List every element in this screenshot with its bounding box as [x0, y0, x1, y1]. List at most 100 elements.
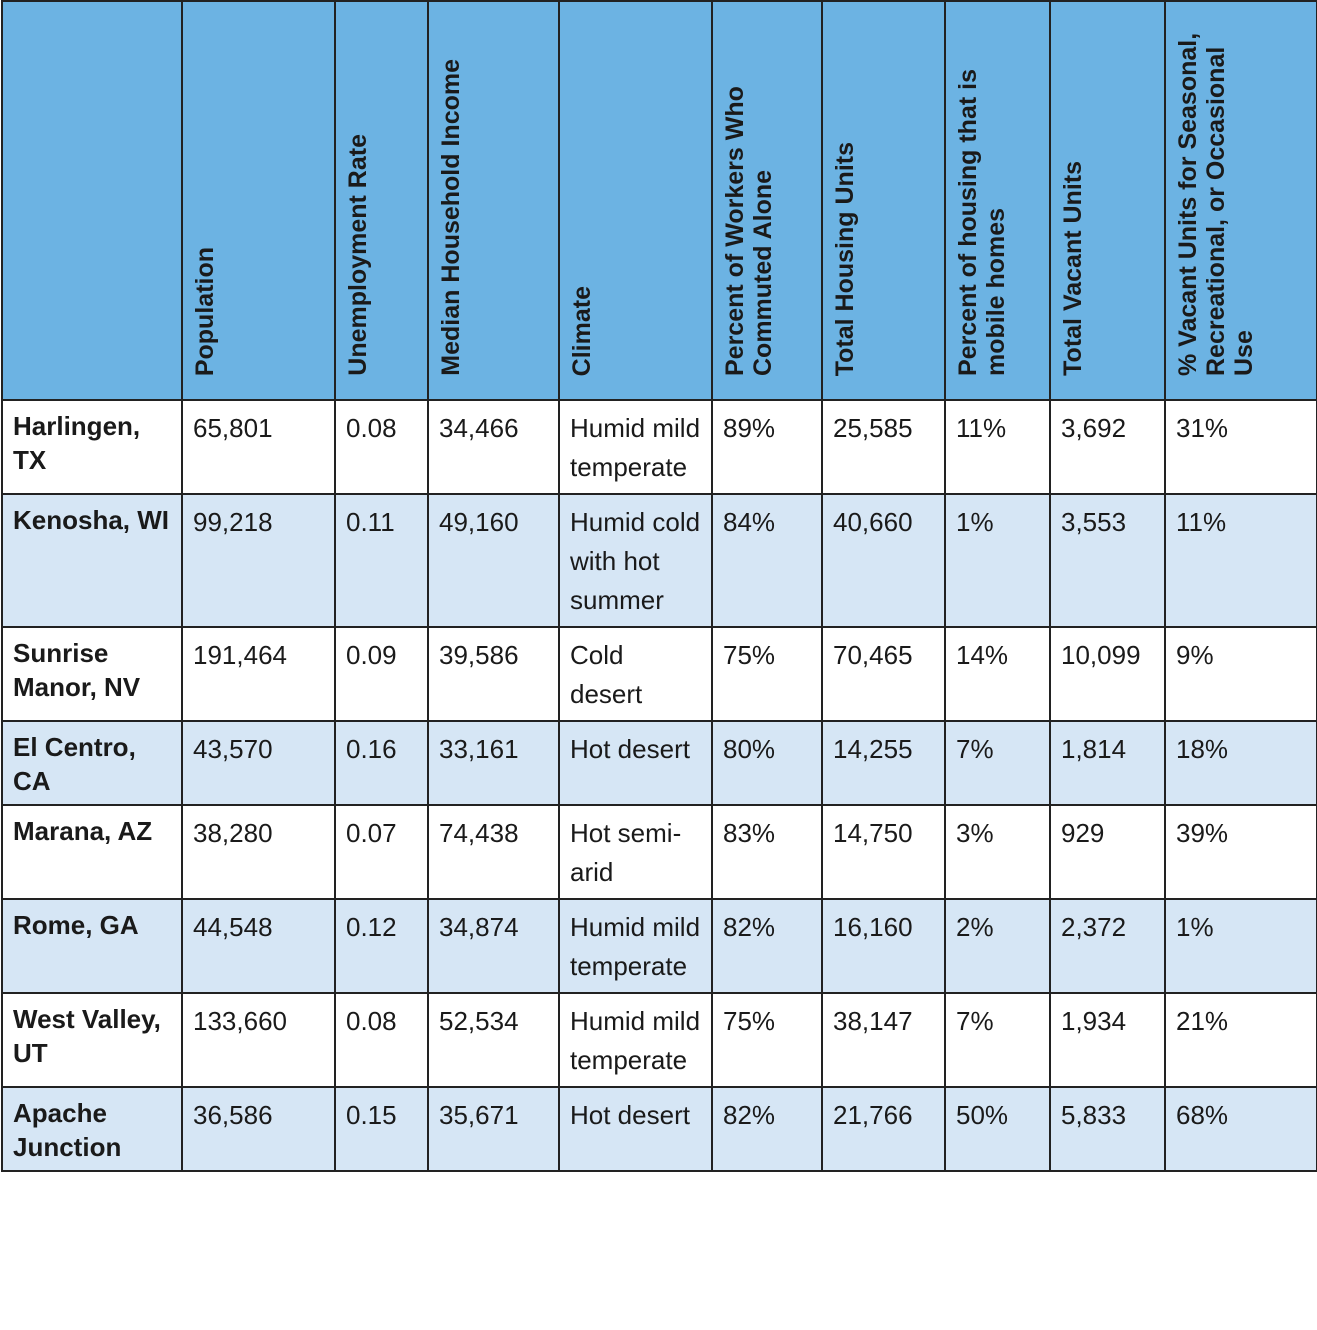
table-cell: 2%: [944, 898, 1051, 994]
table-cell: 74,438: [427, 804, 560, 900]
table-cell: Hot desert: [558, 1086, 713, 1172]
table-cell: 191,464: [181, 626, 336, 722]
table-cell: 0.07: [334, 804, 429, 900]
header-cell: Median Household Income: [427, 0, 560, 401]
table-row: Sunrise Manor, NV 191,464 0.09 39,586 Cold d…: [1, 626, 1317, 722]
header-text: Population: [191, 246, 219, 376]
table-cell: 5,833: [1049, 1086, 1166, 1172]
table-cell: 21,766: [821, 1086, 946, 1172]
table-cell: 7%: [944, 720, 1051, 806]
table-cell: 18%: [1164, 720, 1317, 806]
table-cell: 929: [1049, 804, 1166, 900]
row-label: El Centro, CA: [1, 720, 183, 806]
table-cell: 65,801: [181, 399, 336, 495]
table-cell: 10,099: [1049, 626, 1166, 722]
header-text: Percent of Workers Who Commuted Alone: [721, 86, 777, 376]
table-row: Harlingen, TX 65,801 0.08 34,466 Humid mild …: [1, 399, 1317, 495]
table-cell: 33,161: [427, 720, 560, 806]
header-text: Total Housing Units: [831, 141, 859, 376]
table-cell: 0.09: [334, 626, 429, 722]
table-body: Harlingen, TX 65,801 0.08 34,466 Humid mild …: [1, 399, 1317, 1172]
table-cell: 84%: [711, 493, 823, 628]
table-cell: 25,585: [821, 399, 946, 495]
table-cell: 3,692: [1049, 399, 1166, 495]
table-cell: 82%: [711, 898, 823, 994]
row-label: Kenosha, WI: [1, 493, 183, 628]
header-cell: Unemployment Rate: [334, 0, 429, 401]
table-row: El Centro, CA 43,570 0.16 33,161 Hot desert 8…: [1, 720, 1317, 806]
header-cell: Total Housing Units: [821, 0, 946, 401]
header-text: Climate: [568, 285, 596, 376]
header-cell: % Vacant Units for Seasonal, Recreationa…: [1164, 0, 1317, 401]
table-cell: 16,160: [821, 898, 946, 994]
header-cell: Percent of Workers Who Commuted Alone: [711, 0, 823, 401]
table-cell: Humid cold with hot summer: [558, 493, 713, 628]
header-cell: Climate: [558, 0, 713, 401]
table-cell: 3,553: [1049, 493, 1166, 628]
table-cell: 11%: [1164, 493, 1317, 628]
table-cell: 49,160: [427, 493, 560, 628]
row-label: Apache Junction: [1, 1086, 183, 1172]
table-cell: 39,586: [427, 626, 560, 722]
header-cell: Percent of housing that is mobile homes: [944, 0, 1051, 401]
table-cell: 1,814: [1049, 720, 1166, 806]
table-cell: 80%: [711, 720, 823, 806]
header-text: Percent of housing that is mobile homes: [954, 69, 1010, 376]
row-label: West Valley, UT: [1, 992, 183, 1088]
table-row: Kenosha, WI 99,218 0.11 49,160 Humid cold wi…: [1, 493, 1317, 628]
table-cell: 82%: [711, 1086, 823, 1172]
table-cell: 0.11: [334, 493, 429, 628]
header-cell: Population: [181, 0, 336, 401]
table-cell: Hot desert: [558, 720, 713, 806]
table-cell: 99,218: [181, 493, 336, 628]
table-cell: 0.12: [334, 898, 429, 994]
table-header: Population Unemployment Rate Median Househ…: [1, 0, 1317, 401]
table-row: West Valley, UT 133,660 0.08 52,534 Humid mi…: [1, 992, 1317, 1088]
table-cell: 89%: [711, 399, 823, 495]
table-row: Apache Junction 36,586 0.15 35,671 Hot deser…: [1, 1086, 1317, 1172]
table-cell: 75%: [711, 626, 823, 722]
table-cell: 52,534: [427, 992, 560, 1088]
table-cell: 35,671: [427, 1086, 560, 1172]
table-cell: 21%: [1164, 992, 1317, 1088]
corner-cell: [1, 0, 183, 401]
table-cell: 38,147: [821, 992, 946, 1088]
table-cell: 39%: [1164, 804, 1317, 900]
header-cell: Total Vacant Units: [1049, 0, 1166, 401]
table-cell: 11%: [944, 399, 1051, 495]
table-cell: 2,372: [1049, 898, 1166, 994]
row-label: Rome, GA: [1, 898, 183, 994]
table-cell: 0.15: [334, 1086, 429, 1172]
table-cell: 14,750: [821, 804, 946, 900]
table-cell: 1%: [1164, 898, 1317, 994]
table-cell: Humid mild temperate: [558, 898, 713, 994]
table-cell: Hot semi-arid: [558, 804, 713, 900]
header-text: Total Vacant Units: [1059, 161, 1087, 376]
header-text: % Vacant Units for Seasonal, Recreationa…: [1174, 32, 1258, 376]
table-cell: 7%: [944, 992, 1051, 1088]
table-cell: 68%: [1164, 1086, 1317, 1172]
table-cell: 14%: [944, 626, 1051, 722]
table-cell: 38,280: [181, 804, 336, 900]
table-cell: 44,548: [181, 898, 336, 994]
table-cell: 70,465: [821, 626, 946, 722]
table-cell: 83%: [711, 804, 823, 900]
table-cell: 34,466: [427, 399, 560, 495]
table-cell: 0.08: [334, 992, 429, 1088]
table-cell: 9%: [1164, 626, 1317, 722]
table-cell: 0.16: [334, 720, 429, 806]
table-cell: Humid mild temperate: [558, 399, 713, 495]
table-cell: Cold desert: [558, 626, 713, 722]
data-table: Population Unemployment Rate Median Househ…: [1, 0, 1317, 1172]
table-cell: 31%: [1164, 399, 1317, 495]
table-cell: 43,570: [181, 720, 336, 806]
table-cell: Humid mild temperate: [558, 992, 713, 1088]
row-label: Sunrise Manor, NV: [1, 626, 183, 722]
row-label: Harlingen, TX: [1, 399, 183, 495]
header-text: Unemployment Rate: [344, 134, 372, 376]
table-cell: 0.08: [334, 399, 429, 495]
table-cell: 36,586: [181, 1086, 336, 1172]
table-cell: 133,660: [181, 992, 336, 1088]
table-cell: 75%: [711, 992, 823, 1088]
